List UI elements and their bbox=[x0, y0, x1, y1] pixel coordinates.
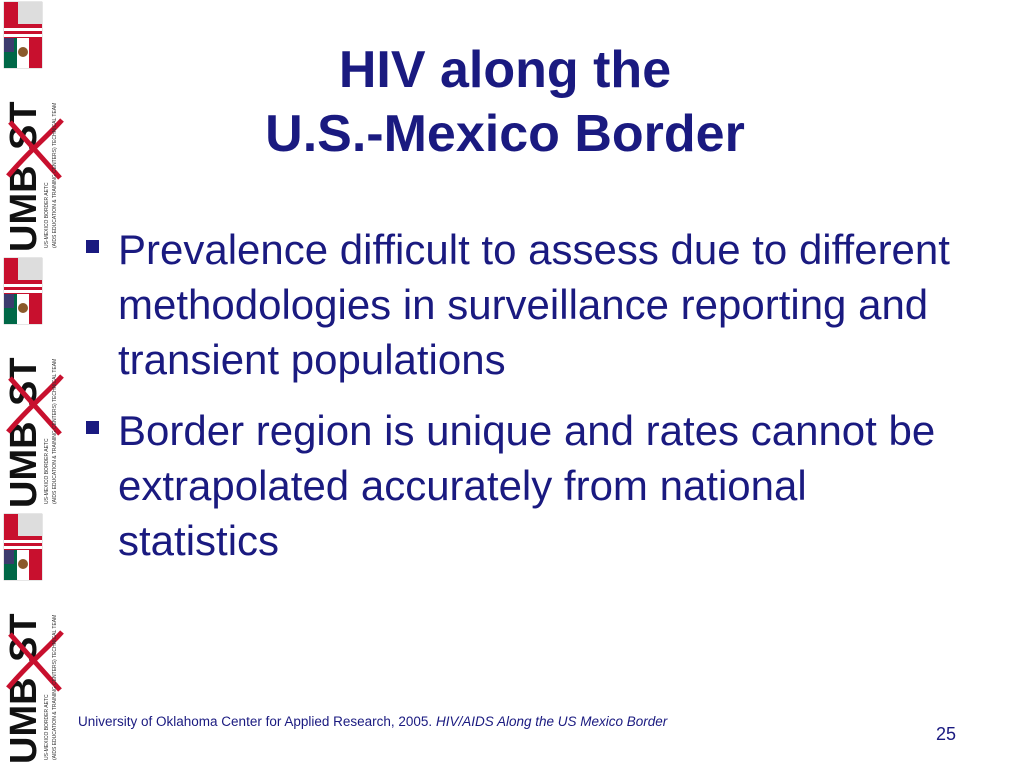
page-number: 25 bbox=[936, 724, 957, 744]
svg-text:(AIDS EDUCATION & TRAINING CEN: (AIDS EDUCATION & TRAINING CENTERS) TECH… bbox=[52, 103, 58, 248]
bullet-list: Prevalence difficult to assess due to di… bbox=[84, 222, 964, 584]
title-line-1: HIV along the bbox=[338, 41, 672, 99]
slide-title: HIV along the U.S.-Mexico Border bbox=[70, 38, 940, 166]
bullet-item: Prevalence difficult to assess due to di… bbox=[84, 222, 964, 387]
bullet-text: Border region is unique and rates cannot… bbox=[118, 407, 936, 564]
logo-strip-graphic: UMB ST US-MEXICO BORDER AETC (AIDS EDUCA… bbox=[0, 1, 70, 768]
umbrst-logo: UMB ST US-MEXICO BORDER AETC (AIDS EDUCA… bbox=[3, 1, 64, 252]
title-line-2: U.S.-Mexico Border bbox=[265, 105, 745, 163]
logo-strip: UMB ST US-MEXICO BORDER AETC (AIDS EDUCA… bbox=[0, 0, 70, 768]
umbrst-logo bbox=[3, 258, 62, 508]
umbrst-logo bbox=[3, 514, 62, 764]
citation-source: University of Oklahoma Center for Applie… bbox=[78, 714, 433, 729]
square-bullet-icon bbox=[86, 421, 99, 434]
square-bullet-icon bbox=[86, 240, 99, 253]
bullet-text: Prevalence difficult to assess due to di… bbox=[118, 226, 950, 383]
bullet-item: Border region is unique and rates cannot… bbox=[84, 403, 964, 568]
svg-text:UMB: UMB bbox=[3, 165, 45, 252]
citation: University of Oklahoma Center for Applie… bbox=[78, 714, 667, 729]
svg-text:US-MEXICO BORDER AETC: US-MEXICO BORDER AETC bbox=[44, 182, 50, 248]
citation-title: HIV/AIDS Along the US Mexico Border bbox=[435, 714, 668, 729]
